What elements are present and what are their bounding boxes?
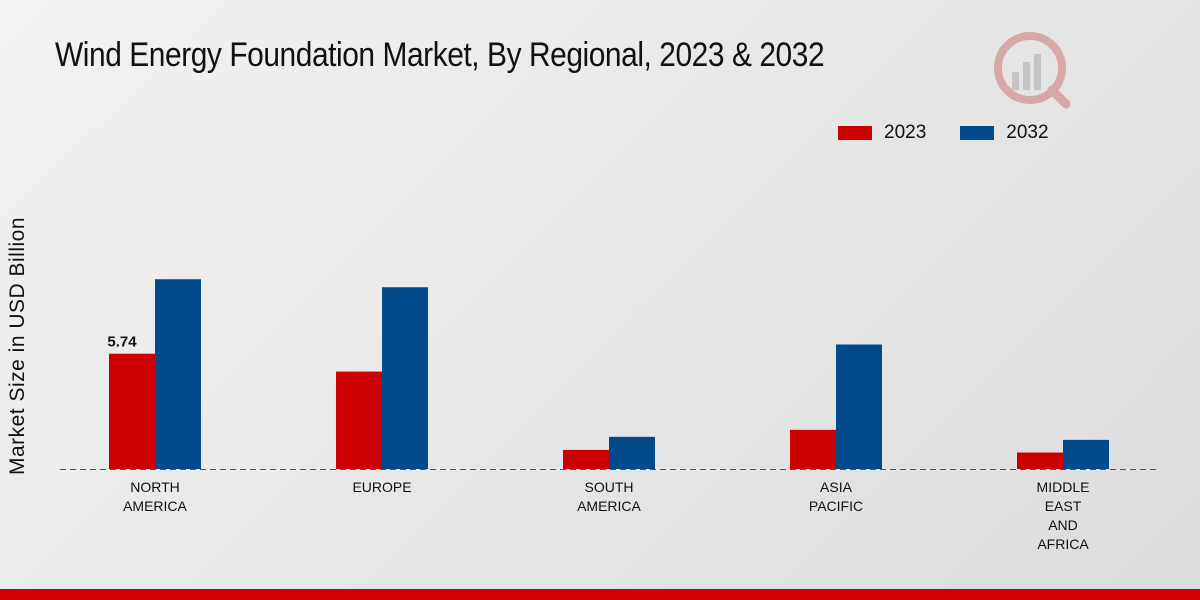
bar-2032-3 [836,344,882,469]
bar-2023-2 [563,449,609,469]
x-tick-label-4-3: AFRICA [1037,536,1089,552]
legend-swatch-2032 [960,126,995,140]
bar-2032-0 [155,279,201,469]
legend-item-2023: 2023 [838,122,926,144]
data-label-0: 5.74 [107,334,137,351]
watermark-logo-icon [990,28,1074,112]
chart-title: Wind Energy Foundation Market, By Region… [55,36,825,74]
x-tick-label-2-1: AMERICA [577,498,641,514]
legend: 2023 2032 [838,122,1083,144]
legend-item-2032: 2032 [960,122,1049,144]
legend-label-2032: 2032 [1006,122,1049,143]
x-tick-label-3-0: ASIA [820,479,853,495]
x-tick-label-0-0: NORTH [130,479,180,495]
bar-2032-4 [1063,439,1109,469]
x-tick-label-1-0: EUROPE [352,479,411,495]
legend-swatch-2023 [838,126,872,140]
x-tick-label-4-1: EAST [1045,498,1082,514]
bar-2023-1 [336,371,382,469]
bar-2032-1 [382,287,428,469]
x-tick-label-3-1: PACIFIC [809,498,863,514]
x-tick-label-2-0: SOUTH [585,479,634,495]
bar-2023-0 [109,353,155,469]
x-tick-label-4-2: AND [1048,517,1078,533]
legend-label-2023: 2023 [884,122,927,143]
bar-2023-3 [790,429,836,469]
bar-2032-2 [609,436,655,469]
footer-bar [0,589,1200,600]
x-tick-label-4-0: MIDDLE [1037,479,1090,495]
bar-2023-4 [1017,452,1063,469]
x-tick-label-0-1: AMERICA [123,498,187,514]
